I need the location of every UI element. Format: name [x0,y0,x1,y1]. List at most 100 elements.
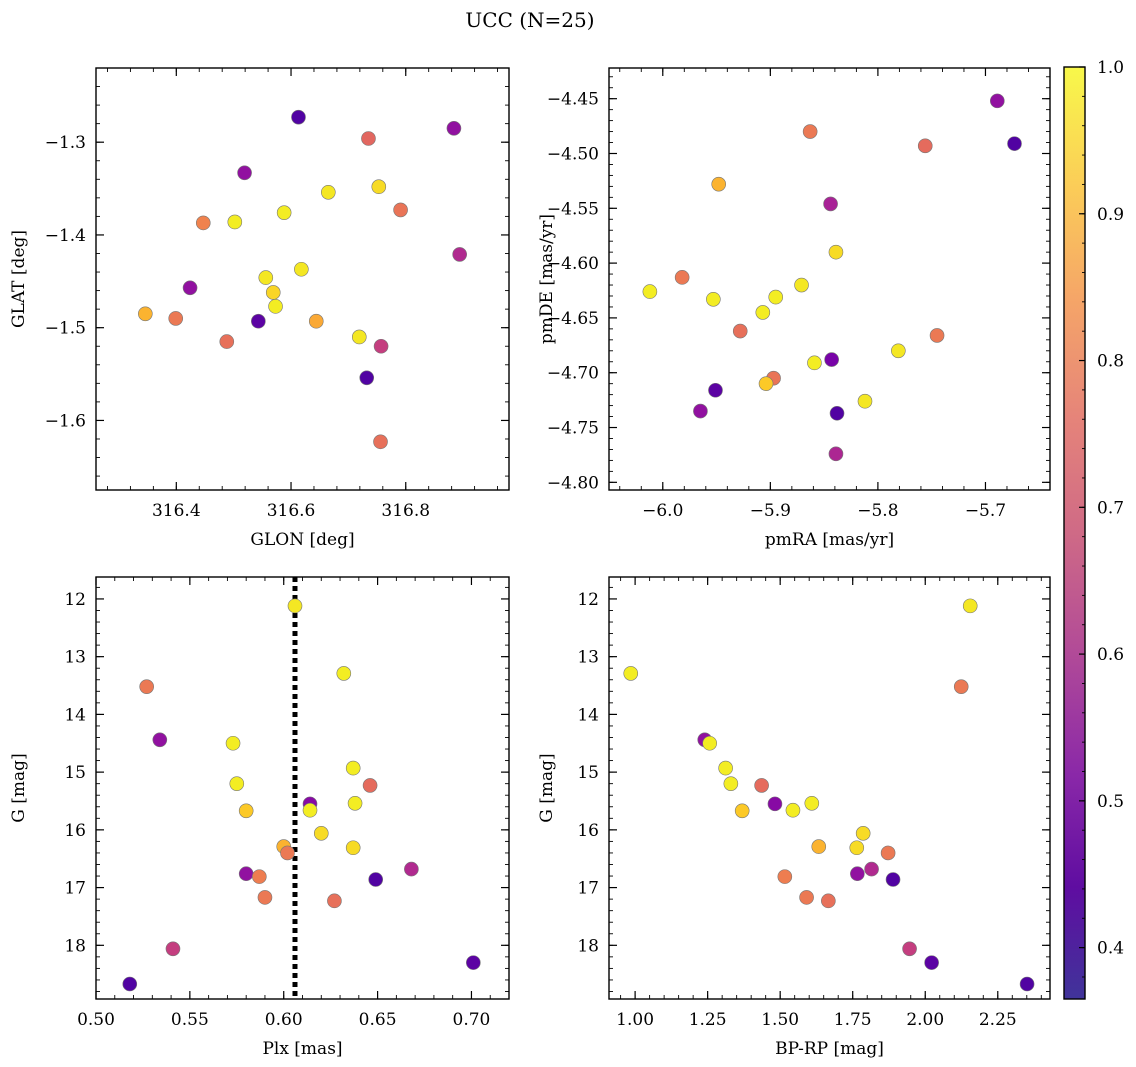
colorbar-gradient [1064,67,1085,999]
data-point [237,165,252,181]
data-point [195,215,211,231]
data-point [251,313,266,329]
y-tick-label: −1.5 [45,319,86,339]
data-point [829,405,845,421]
y-tick-label: 12 [64,590,86,610]
data-point [252,869,267,884]
y-tick-label: −4.45 [547,90,599,110]
x-tick-label: 316.6 [267,501,316,521]
data-point [327,893,342,909]
axes-frame [608,67,1051,491]
y-tick-label: −4.75 [547,419,599,439]
data-point [345,840,361,856]
x-tick-label: −5.9 [750,501,791,521]
colorbar-tick-label: 0.5 [1097,792,1124,812]
data-point [280,845,295,861]
data-point [902,941,917,957]
y-tick-label: 13 [577,648,599,668]
y-tick-label: −4.80 [547,473,599,493]
data-point [294,261,309,277]
data-point [989,93,1005,109]
data-point [802,124,818,139]
data-point [849,840,865,856]
data-point [347,795,363,811]
colorbar-tick-label: 0.6 [1097,645,1124,665]
y-tick-label: −4.65 [547,309,599,329]
data-point [962,598,978,614]
y-tick-label: 15 [577,763,599,783]
data-point [758,376,774,391]
x-tick-label: −5.8 [857,501,898,521]
data-point [885,872,901,887]
data-point [811,839,827,854]
colorbar-tick-label: 0.7 [1097,498,1124,518]
data-point [857,393,873,409]
y-tick-label: −1.6 [45,411,86,431]
x-tick-label: 0.70 [453,1010,491,1030]
data-point [373,434,388,450]
axes-frame [95,576,510,1000]
y-tick-label: 12 [577,590,599,610]
data-point [291,109,306,125]
data-point [227,214,243,230]
figure-title: UCC (N=25) [465,8,594,32]
data-point [768,289,784,305]
data-point [466,955,481,970]
data-point [823,196,838,212]
y-tick-label: −4.50 [547,144,599,164]
data-point [706,291,721,307]
y-tick-label: 18 [64,936,86,956]
data-point [693,403,708,419]
data-point [799,890,814,905]
colorbar-tick-label: 1.0 [1097,58,1124,78]
x-axis-label: BP-RP [mag] [775,1039,884,1059]
data-point [794,277,809,293]
panel-bprp-g: 1.00 1.25 1.50 1.75 2.00 2.25 12 13 14 15 16 17 18 BP… [537,576,1051,1059]
data-point [755,305,771,320]
panel-plx-g: 0.50 0.55 0.60 0.65 0.70 12 13 14 15 16 17 18 Plx [m… [9,576,510,1059]
y-axis-label: GLAT [deg] [9,230,29,328]
data-point [924,955,939,970]
data-point [362,778,378,793]
x-tick-label: 1.00 [616,1010,654,1030]
data-point [702,735,717,751]
data-point [225,735,241,751]
y-tick-label: 15 [64,763,86,783]
y-tick-label: 14 [577,705,599,725]
data-point [371,179,387,195]
data-point [373,338,389,354]
data-point [404,861,419,877]
data-point [734,803,750,819]
x-axis-label: GLON [deg] [250,530,354,550]
data-point [238,803,254,819]
x-tick-label: 0.55 [171,1010,209,1030]
y-tick-label: 17 [64,879,86,899]
data-point [674,270,690,285]
colorbar-tick-label: 0.4 [1097,939,1124,959]
data-point [258,270,274,285]
data-point [351,329,367,345]
data-point [891,343,906,359]
data-point [446,120,462,136]
data-point [265,285,281,300]
x-tick-label: 1.50 [761,1010,799,1030]
panel-glon-glat: 316.4 316.6 316.8 −1.3 −1.4 −1.5 −1.6 GLON [deg… [9,67,510,550]
data-point [345,760,361,776]
x-tick-label: −5.7 [965,501,1006,521]
axes-frame [95,67,510,491]
data-point [917,138,933,154]
data-point [313,826,329,841]
data-point [168,311,184,326]
data-point [953,679,969,694]
data-point [359,370,375,386]
data-point [723,776,739,791]
colorbar: 1.0 0.9 0.8 0.7 0.6 0.5 0.4 [1063,58,1124,1000]
data-point [393,202,408,218]
data-point [229,776,245,791]
panel-pmra-pmde: −6.0 −5.9 −5.8 −5.7 −4.45 −4.50 −4.55 −4.60 −4.6… [537,67,1051,550]
y-tick-label: −4.70 [547,364,599,384]
data-point [754,778,769,793]
data-point [138,306,153,322]
data-point [929,328,945,343]
y-axis-label: G [mag] [9,753,29,822]
